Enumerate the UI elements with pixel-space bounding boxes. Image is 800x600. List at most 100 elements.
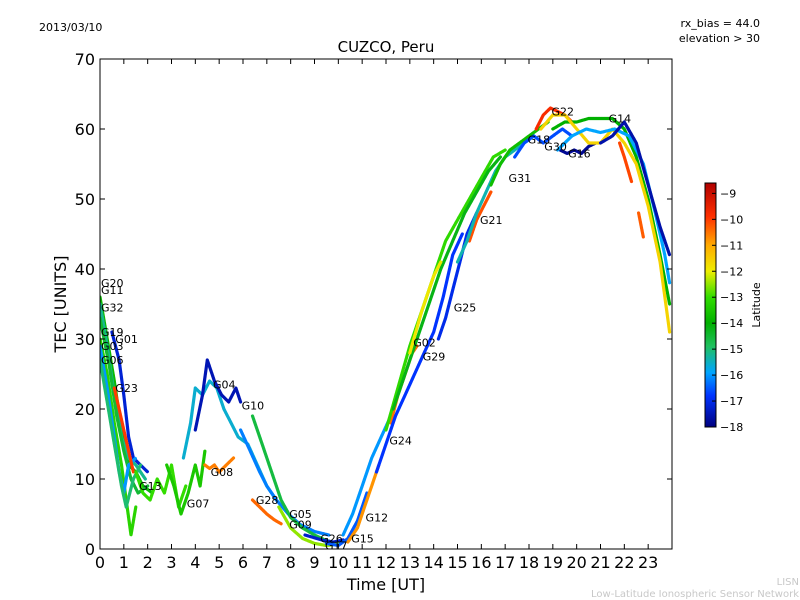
series-g12 <box>346 463 381 544</box>
series-unlabeled <box>384 148 507 432</box>
sat-label-g31: G31 <box>509 172 532 185</box>
sat-label-g05: G05 <box>289 508 312 521</box>
series-g25 <box>436 211 479 341</box>
x-tick-label: 7 <box>262 553 272 572</box>
sat-label-g18: G18 <box>528 134 551 147</box>
sat-label-g04: G04 <box>213 379 236 392</box>
sat-label-g23: G23 <box>115 382 138 395</box>
x-tick-label: 5 <box>214 553 224 572</box>
sat-label-g29: G29 <box>423 351 446 364</box>
sat-label-g15: G15 <box>351 533 374 546</box>
series-g29 <box>374 232 464 474</box>
series-g07 <box>165 449 207 516</box>
colorbar-tick-label: −17 <box>720 395 743 408</box>
series-g19 <box>100 337 138 537</box>
footer-org-short: LISN <box>777 577 799 588</box>
series-unlabeled <box>598 120 672 257</box>
sat-label-g11: G11 <box>101 284 124 297</box>
sat-label-g21: G21 <box>480 214 503 227</box>
sat-label-g13: G13 <box>139 480 162 493</box>
y-tick-label: 40 <box>75 260 95 279</box>
y-tick-label: 20 <box>75 400 95 419</box>
x-tick-label: 22 <box>614 553 634 572</box>
sat-label-g14: G14 <box>609 113 632 126</box>
x-tick-label: 0 <box>95 553 105 572</box>
x-tick-label: 10 <box>328 553 348 572</box>
series-g06 <box>100 358 143 509</box>
colorbar-label: Latitude <box>750 282 763 328</box>
colorbar-tick-label: −16 <box>720 369 743 382</box>
colorbar-tick-label: −9 <box>720 187 736 200</box>
series-unlabeled <box>408 260 443 355</box>
colorbar-tick-label: −14 <box>720 317 743 330</box>
x-tick-label: 14 <box>423 553 443 572</box>
footer-org-long: Low-Latitude Ionospheric Sensor Network <box>591 589 799 600</box>
series-g18 <box>489 120 550 187</box>
plot-frame <box>99 58 673 550</box>
y-tick-label: 10 <box>75 470 95 489</box>
x-tick-label: 6 <box>238 553 248 572</box>
series-unlabeled <box>391 155 502 411</box>
colorbar-tick-label: −13 <box>720 291 743 304</box>
x-axis-label: Time [UT] <box>346 575 425 594</box>
colorbar-tick-label: −10 <box>720 213 743 226</box>
series-layer <box>100 106 672 548</box>
sat-label-g01: G01 <box>115 333 138 346</box>
sat-label-g17: G17 <box>325 540 348 553</box>
sat-label-g07: G07 <box>187 498 210 511</box>
series-g15 <box>324 491 369 548</box>
x-tick-label: 3 <box>166 553 176 572</box>
sat-label-g08: G08 <box>211 466 234 479</box>
sat-label-g02: G02 <box>413 337 436 350</box>
y-tick-label: 50 <box>75 190 95 209</box>
series-unlabeled <box>539 113 672 334</box>
sat-label-g12: G12 <box>366 512 389 525</box>
axis-ticks: 0 1 2 3 4 5 6 7 8 9 10 11 12 13 14 15 16 17 18 19 20 21 22 2301… <box>75 50 672 572</box>
sat-label-g28: G28 <box>256 494 279 507</box>
y-axis-label: TEC [UNITS] <box>51 256 70 354</box>
sat-label-g26: G26 <box>320 533 343 546</box>
elevation-label: elevation > 30 <box>679 32 760 45</box>
series-g26 <box>303 533 345 544</box>
x-tick-label: 13 <box>400 553 420 572</box>
x-tick-label: 15 <box>447 553 467 572</box>
sat-label-g03: G03 <box>101 340 124 353</box>
series-unlabeled <box>556 127 672 285</box>
x-tick-label: 11 <box>352 553 372 572</box>
colorbar <box>704 182 717 428</box>
series-g08 <box>203 456 236 474</box>
series-g23 <box>112 386 135 474</box>
x-tick-label: 12 <box>376 553 396 572</box>
colorbar-tick-label: −12 <box>720 265 743 278</box>
y-tick-label: 0 <box>85 540 95 559</box>
colorbar-tick-label: −18 <box>720 421 743 434</box>
sat-label-g06: G06 <box>101 354 124 367</box>
series-unlabeled <box>618 141 634 184</box>
sat-label-g20: G20 <box>101 277 124 290</box>
series-unlabeled <box>637 211 645 240</box>
sat-label-g22: G22 <box>551 106 574 119</box>
series-g28 <box>250 498 283 526</box>
x-tick-label: 8 <box>286 553 296 572</box>
y-tick-label: 60 <box>75 120 95 139</box>
chart-title: CUZCO, Peru <box>338 38 435 56</box>
sat-label-g32: G32 <box>101 302 124 315</box>
sat-label-g24: G24 <box>389 435 412 448</box>
rx-bias-label: rx_bias = 44.0 <box>681 17 760 30</box>
x-tick-label: 21 <box>590 553 610 572</box>
series-g24 <box>341 414 393 537</box>
series-g30 <box>513 127 574 159</box>
x-tick-label: 1 <box>119 553 129 572</box>
y-tick-label: 70 <box>75 50 95 69</box>
x-tick-label: 23 <box>638 553 658 572</box>
series-g02 <box>389 344 419 425</box>
date-label: 2013/03/10 <box>39 21 102 34</box>
sat-label-g10: G10 <box>242 400 265 413</box>
sat-label-g16: G16 <box>568 148 591 161</box>
x-tick-label: 4 <box>190 553 200 572</box>
x-tick-label: 18 <box>519 553 539 572</box>
sat-label-g09: G09 <box>289 519 312 532</box>
x-tick-label: 16 <box>471 553 491 572</box>
